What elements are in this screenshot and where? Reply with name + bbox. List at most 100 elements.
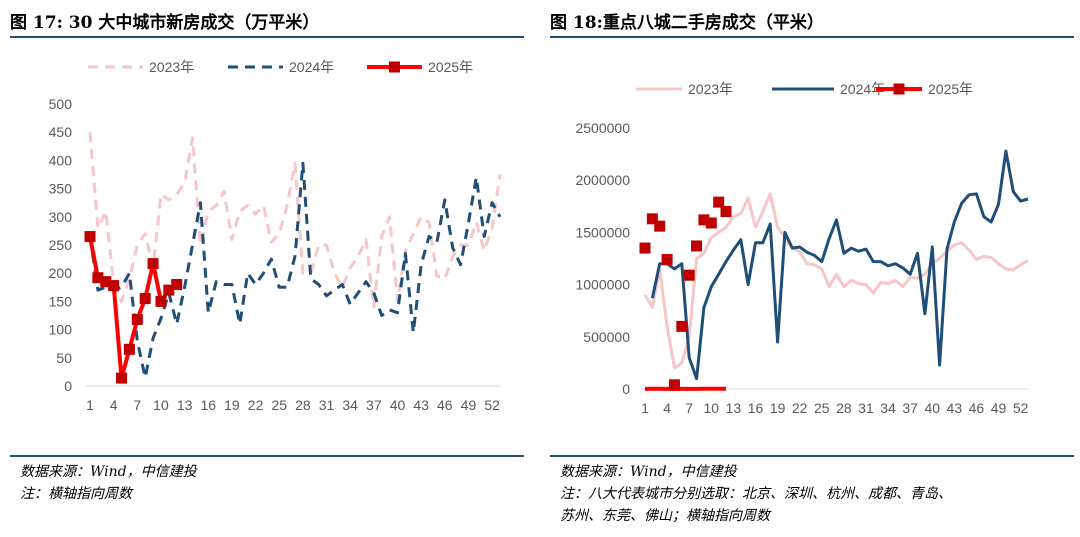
x-tick-label: 46 <box>437 397 453 413</box>
x-tick-label: 37 <box>902 400 918 416</box>
x-tick-label: 37 <box>366 397 382 413</box>
series-marker-2025 <box>92 272 104 284</box>
x-tick-label: 10 <box>703 400 719 416</box>
x-tick-label: 31 <box>319 397 335 413</box>
source-note: 数据来源：Wind，中信建投 <box>560 464 737 480</box>
axis-note: 注：八大代表城市分别选取：北京、深圳、杭州、成都、青岛、 <box>560 486 952 502</box>
legend-label: 2025年 <box>428 59 473 75</box>
legend-label: 2024年 <box>289 59 334 75</box>
title-rule <box>550 36 1074 38</box>
series-marker-2025 <box>661 254 673 266</box>
x-tick-label: 25 <box>814 400 830 416</box>
x-tick-label: 1 <box>641 400 649 416</box>
source-note: 数据来源：Wind，中信建投 <box>20 464 197 480</box>
x-tick-label: 16 <box>200 397 216 413</box>
y-tick-label: 500000 <box>583 329 630 345</box>
chart-second-hand: 0 500000 1000000 1500000 2000000 2500000 1 4 7 10… <box>575 81 1029 416</box>
footer-rule <box>10 455 524 457</box>
x-tick-label: 34 <box>880 400 896 416</box>
series-marker-2025 <box>100 276 112 288</box>
legend-marker <box>893 83 905 95</box>
figure-title: 图 18:重点八城二手房成交（平米） <box>550 13 824 33</box>
x-tick-label: 16 <box>748 400 764 416</box>
series-marker-2025 <box>705 217 717 229</box>
x-tick-label: 40 <box>390 397 406 413</box>
legend-label: 2023年 <box>149 59 194 75</box>
series-marker-2025 <box>171 278 183 290</box>
x-tick-label: 52 <box>484 397 500 413</box>
y-tick-label: 350 <box>49 181 73 197</box>
x-tick-label: 7 <box>685 400 693 416</box>
series-line-2024年 <box>650 149 1029 381</box>
series-marker-2025 <box>123 343 135 355</box>
x-tick-label: 4 <box>110 397 118 413</box>
x-tick-label: 31 <box>858 400 874 416</box>
series-marker-2025 <box>116 372 128 384</box>
legend-label: 2023年 <box>688 81 733 97</box>
axis-note: 注：横轴指向周数 <box>20 486 132 502</box>
x-tick-label: 52 <box>1013 400 1029 416</box>
series-marker-2025 <box>139 293 151 305</box>
series-marker-2025 <box>108 280 120 292</box>
legend-label: 2025年 <box>928 81 973 97</box>
y-tick-label: 1000000 <box>575 277 630 293</box>
x-tick-label: 43 <box>947 400 963 416</box>
y-tick-label: 0 <box>64 378 72 394</box>
y-tick-label: 450 <box>49 124 73 140</box>
x-tick-label: 13 <box>726 400 742 416</box>
series-line-2023年 <box>643 192 1029 370</box>
x-tick-label: 34 <box>342 397 358 413</box>
legend-label: 2024年 <box>840 81 885 97</box>
y-tick-label: 500 <box>49 96 73 112</box>
x-tick-label: 7 <box>133 397 141 413</box>
y-tick-label: 2500000 <box>575 120 630 136</box>
x-tick-label: 1 <box>86 397 94 413</box>
series-marker-2025 <box>676 320 688 332</box>
x-tick-label: 4 <box>663 400 671 416</box>
series-line-2024年 <box>88 161 502 379</box>
legend-marker <box>389 61 400 73</box>
y-tick-label: 100 <box>49 322 73 338</box>
y-tick-label: 50 <box>56 350 72 366</box>
y-tick-label: 400 <box>49 152 73 168</box>
series-marker-2025 <box>147 258 159 270</box>
series-marker-2025 <box>163 284 175 296</box>
series-marker-2025 <box>654 220 666 232</box>
y-tick-label: 150 <box>49 293 73 309</box>
series-marker-2025 <box>84 231 96 243</box>
series-marker-2025 <box>691 240 703 252</box>
x-tick-label: 49 <box>461 397 477 413</box>
y-tick-label: 1500000 <box>575 224 630 240</box>
y-tick-label: 200 <box>49 265 73 281</box>
chart-new-homes: 0 50 100 150 200 250 300 350 400 450 500 1 4 7 10 13 16 1… <box>49 59 502 413</box>
x-tick-label: 28 <box>836 400 852 416</box>
x-tick-label: 22 <box>248 397 264 413</box>
title-rule <box>10 36 524 38</box>
x-tick-label: 19 <box>770 400 786 416</box>
x-tick-label: 40 <box>924 400 940 416</box>
y-tick-label: 250 <box>49 237 73 253</box>
y-tick-label: 2000000 <box>575 172 630 188</box>
y-tick-label: 300 <box>49 209 73 225</box>
series-marker-2025 <box>668 379 680 391</box>
x-tick-label: 13 <box>177 397 193 413</box>
x-tick-label: 25 <box>271 397 287 413</box>
x-tick-label: 49 <box>991 400 1007 416</box>
series-marker-2025 <box>646 213 658 225</box>
y-tick-label: 0 <box>622 381 630 397</box>
series-marker-2025 <box>713 196 725 208</box>
x-tick-label: 22 <box>792 400 808 416</box>
x-tick-label: 46 <box>969 400 985 416</box>
series-marker-2025 <box>683 269 695 281</box>
panel-second-hand: 图 18:重点八城二手房成交（平米） 0 500000 1000000 1500000… <box>540 0 1080 537</box>
x-tick-label: 10 <box>153 397 169 413</box>
axis-note-cont: 苏州、东莞、佛山；横轴指向周数 <box>560 508 770 524</box>
x-tick-label: 43 <box>413 397 429 413</box>
x-tick-label: 28 <box>295 397 311 413</box>
footer-rule <box>550 455 1074 457</box>
series-marker-2025 <box>155 295 167 307</box>
panel-new-homes: 图 17: 30 大中城市新房成交（万平米） 0 50 100 150 200 250 30… <box>0 0 530 537</box>
series-marker-2025 <box>131 313 143 325</box>
series-marker-2025 <box>720 206 732 218</box>
series-marker-2025 <box>639 242 651 254</box>
